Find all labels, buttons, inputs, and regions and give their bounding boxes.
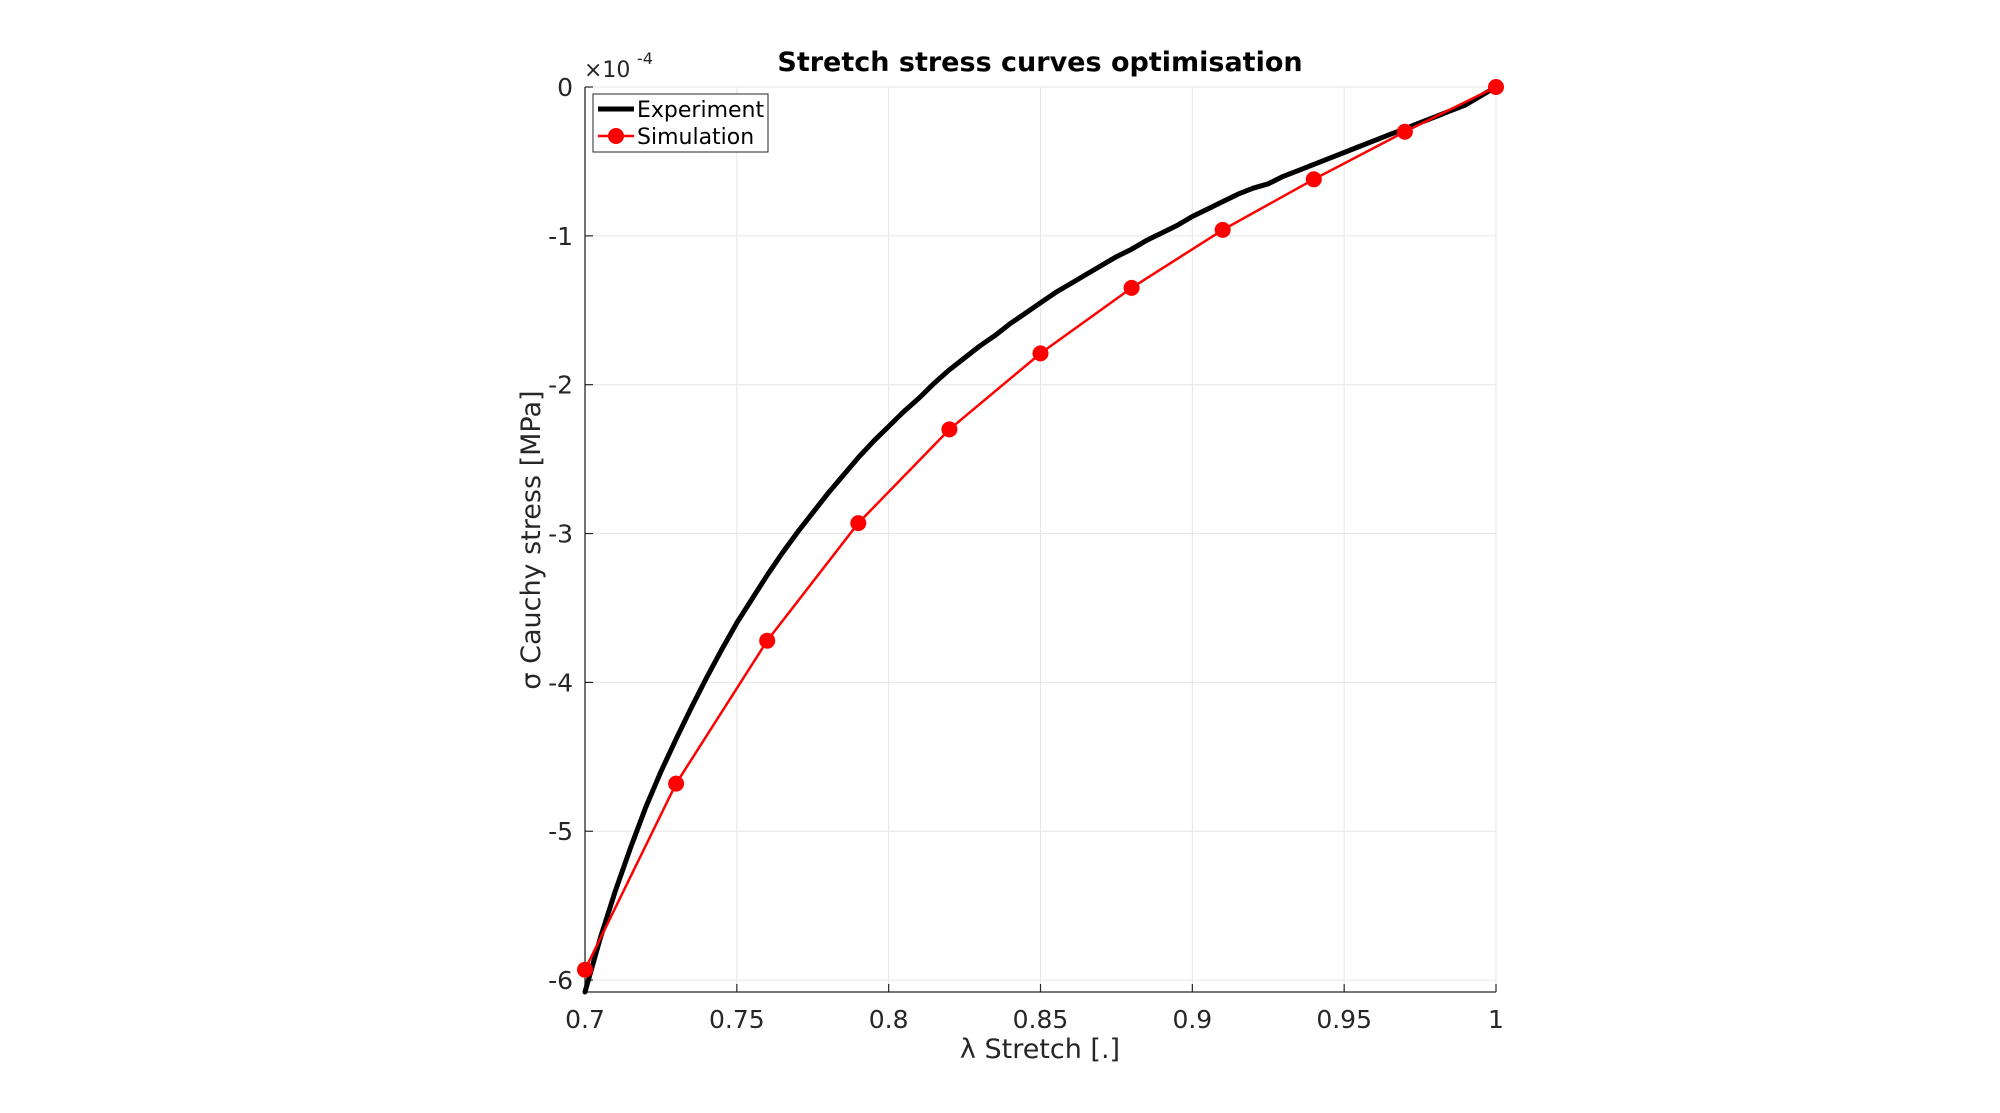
y-exponent-base: ×10 <box>584 58 630 83</box>
simulation-point <box>1305 171 1322 188</box>
simulation-point <box>759 632 776 649</box>
x-tick-label: 0.8 <box>869 1005 909 1034</box>
y-ticks: 0 -1 -2 -3 -4 -5 -6 <box>548 73 593 995</box>
simulation-point <box>1488 79 1504 95</box>
simulation-point <box>850 515 867 532</box>
legend-simulation-marker <box>608 128 624 144</box>
legend: Experiment Simulation <box>592 93 769 153</box>
simulation-point <box>668 775 685 792</box>
x-tick-label: 0.75 <box>709 1005 765 1034</box>
simulation-point <box>577 961 593 978</box>
series-experiment-line <box>582 84 1499 995</box>
legend-simulation-label: Simulation <box>637 125 754 150</box>
y-tick-label: -3 <box>548 520 573 549</box>
y-gridlines <box>585 86 1496 981</box>
y-tick-label: -4 <box>548 668 573 697</box>
y-exponent-power: -4 <box>637 49 653 68</box>
simulation-point <box>1123 279 1140 296</box>
x-tick-label: 0.85 <box>1013 1005 1069 1034</box>
y-tick-label: -5 <box>548 817 573 846</box>
y-tick-label: 0 <box>557 73 573 102</box>
chart-title: Stretch stress curves optimisation <box>777 47 1302 78</box>
simulation-point <box>1032 345 1049 362</box>
series-layer <box>577 79 1504 995</box>
y-tick-label: -6 <box>548 966 573 995</box>
simulation-point <box>1214 221 1231 238</box>
legend-experiment-label: Experiment <box>637 98 764 123</box>
x-tick-label: 0.7 <box>565 1005 605 1034</box>
y-tick-label: -2 <box>548 371 573 400</box>
x-tick-label: 0.95 <box>1316 1005 1372 1034</box>
legend-box <box>592 93 769 153</box>
simulation-point <box>1396 123 1413 140</box>
y-tick-label: -1 <box>548 222 573 251</box>
x-axis-label: λ Stretch [.] <box>960 1034 1120 1065</box>
simulation-point <box>941 421 958 438</box>
y-axis-label: σ Cauchy stress [MPa] <box>516 390 547 689</box>
x-tick-label: 1 <box>1488 1005 1504 1034</box>
x-tick-label: 0.9 <box>1172 1005 1212 1034</box>
